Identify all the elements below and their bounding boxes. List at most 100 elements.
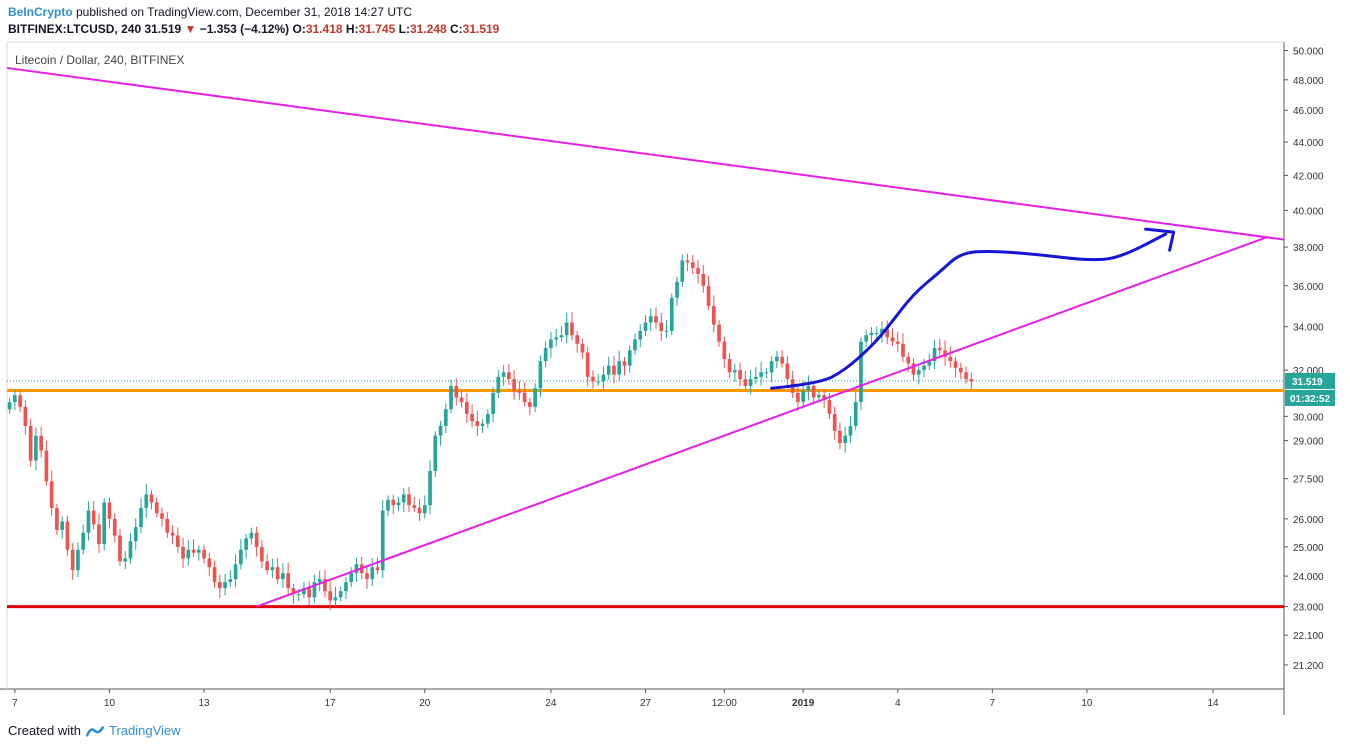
candle-body — [139, 507, 143, 528]
candle-body — [118, 535, 122, 562]
candle-body — [270, 567, 275, 571]
candle-body — [853, 402, 858, 426]
candle-body — [796, 392, 800, 403]
y-tick-label: 32.000 — [1293, 366, 1324, 377]
candle-body — [690, 262, 695, 269]
candle-body — [207, 558, 212, 568]
low-value: 31.248 — [409, 22, 447, 36]
candle-body — [543, 348, 548, 362]
candle-body — [260, 546, 264, 562]
x-tick-label: 20 — [419, 698, 431, 709]
author-brand[interactable]: BeInCrypto — [8, 5, 73, 19]
candle-body — [948, 356, 953, 362]
candle-body — [112, 518, 117, 536]
last-price: 31.519 — [144, 22, 182, 36]
candle-body — [407, 494, 411, 506]
candle-body — [281, 573, 285, 580]
candle-body — [575, 335, 580, 344]
candle-body — [144, 494, 149, 508]
candle-body — [832, 413, 837, 431]
candle-body — [591, 376, 595, 382]
candle-body — [396, 502, 401, 506]
candle-body — [97, 524, 101, 545]
x-tick-label: 4 — [895, 698, 901, 709]
high-label: H: — [345, 22, 359, 36]
candle-body — [880, 328, 884, 334]
x-tick-label: 7 — [12, 698, 18, 709]
candle-body — [617, 361, 622, 375]
candle-body — [107, 502, 112, 519]
candle-body — [160, 513, 164, 519]
candle-body — [7, 402, 12, 410]
candle-body — [65, 521, 70, 550]
candle-body — [964, 372, 968, 380]
candle-body — [533, 388, 537, 407]
candle-body — [81, 532, 86, 550]
tradingview-link[interactable]: TradingView — [108, 723, 181, 738]
candle-body — [265, 561, 269, 571]
candle-body — [470, 413, 474, 422]
candle-body — [916, 370, 921, 375]
candle-body — [890, 337, 895, 342]
candle-body — [549, 339, 553, 349]
candle-body — [286, 573, 290, 589]
candle-body — [28, 425, 33, 461]
candle-body — [196, 549, 201, 553]
close-label: C: — [449, 22, 463, 36]
y-tick-label: 21.200 — [1293, 661, 1324, 672]
x-tick-label: 2019 — [792, 698, 815, 709]
y-tick-label: 36.000 — [1293, 282, 1324, 293]
candle-body — [223, 582, 227, 589]
open-label: O: — [292, 22, 306, 36]
candle-body — [501, 372, 506, 377]
candle-body — [486, 413, 490, 424]
low-label: L: — [398, 22, 410, 36]
candle-body — [738, 370, 742, 380]
candle-body — [922, 365, 926, 371]
candle-body — [165, 518, 170, 533]
candle-body — [827, 399, 832, 414]
y-tick-label: 44.000 — [1293, 138, 1324, 149]
footer: Created with TradingView — [8, 723, 181, 738]
chart-legend: Litecoin / Dollar, 240, BITFINEX — [15, 53, 184, 67]
candle-body — [675, 281, 679, 298]
y-tick-label: 42.000 — [1293, 171, 1324, 182]
candle-body — [806, 385, 811, 391]
candle-body — [459, 397, 464, 403]
candle-body — [612, 365, 616, 375]
candle-body — [748, 379, 753, 386]
y-tick-label: 40.000 — [1293, 206, 1324, 217]
candle-body — [659, 322, 664, 331]
candle-body — [937, 348, 942, 351]
x-tick-label: 17 — [325, 698, 337, 709]
candle-body — [391, 499, 396, 506]
y-tick-label: 50.000 — [1293, 47, 1324, 58]
candle-body — [217, 582, 222, 589]
candle-body — [780, 356, 784, 364]
candle-body — [296, 594, 301, 596]
candle-body — [123, 558, 128, 562]
candle-body — [91, 510, 96, 525]
x-tick-label: 24 — [545, 698, 557, 709]
candle-body — [601, 374, 606, 382]
candle-body — [44, 450, 49, 482]
candle-body — [317, 579, 322, 583]
x-tick-label: 14 — [1207, 698, 1219, 709]
candle-body — [958, 367, 963, 373]
y-tick-label: 24.000 — [1293, 572, 1324, 583]
candle-body — [154, 502, 159, 514]
candle-body — [722, 341, 727, 360]
close-value: 31.519 — [462, 22, 500, 36]
candle-body — [323, 579, 327, 592]
candle-body — [338, 591, 343, 598]
candle-body — [49, 481, 54, 508]
candle-body — [864, 335, 869, 342]
created-with-text: Created with — [8, 723, 81, 738]
candle-body — [522, 392, 527, 403]
y-tick-label: 25.000 — [1293, 543, 1324, 554]
candle-body — [759, 372, 763, 377]
candle-body — [911, 363, 916, 375]
candle-body — [34, 435, 38, 461]
timer-label-text: 01:32:52 — [1290, 394, 1330, 405]
